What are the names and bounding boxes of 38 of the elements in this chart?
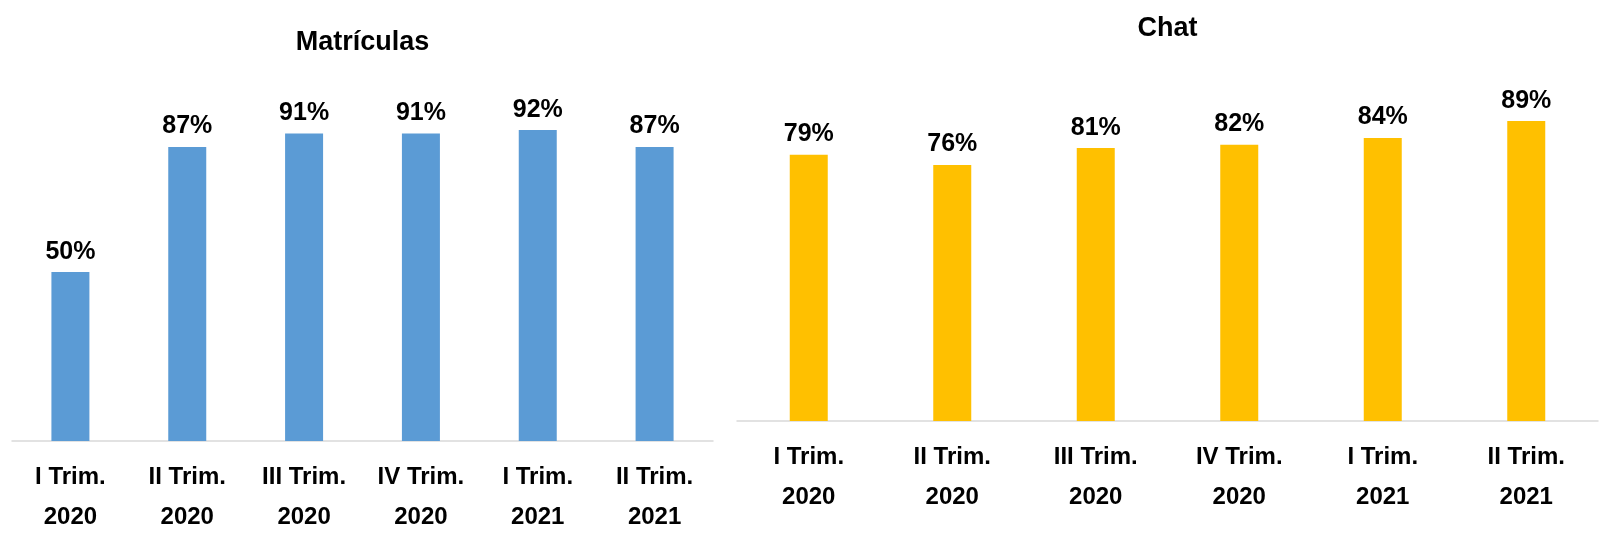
x-tick-label: II Trim. 2021 (1487, 441, 1565, 509)
bar (789, 154, 828, 421)
bar (1507, 121, 1546, 421)
data-label: 50% (45, 235, 96, 264)
data-label: 81% (1070, 111, 1121, 140)
bar (51, 272, 90, 441)
x-tick-label: IV Trim. 2020 (1195, 441, 1283, 509)
bar (1220, 144, 1259, 421)
data-label: 92% (512, 93, 563, 122)
bar (1076, 148, 1115, 421)
chart-title: Matrículas (295, 25, 430, 56)
x-tick-label: II Trim. 2020 (913, 441, 991, 509)
x-tick-label: II Trim. 2021 (615, 461, 694, 529)
chart-title: Chat (1137, 11, 1198, 42)
x-tick-label: I Trim. 2020 (35, 461, 106, 529)
data-label: 91% (279, 96, 330, 125)
data-label: 91% (395, 96, 446, 125)
data-label: 79% (783, 118, 834, 147)
data-label: 87% (629, 110, 680, 139)
bar (518, 130, 557, 441)
bar (635, 146, 674, 441)
x-tick-label: I Trim. 2021 (1347, 441, 1419, 509)
bar (285, 133, 324, 441)
data-label: 76% (927, 128, 978, 157)
data-label: 82% (1214, 108, 1265, 137)
x-tick-label: III Trim. 2020 (262, 461, 347, 529)
data-label: 89% (1501, 84, 1552, 113)
x-tick-label: III Trim. 2020 (1053, 441, 1138, 509)
data-label: 87% (162, 110, 213, 139)
x-tick-label: I Trim. 2020 (773, 441, 845, 509)
x-tick-label: I Trim. 2021 (502, 461, 574, 529)
bar (933, 164, 972, 421)
x-tick-label: II Trim. 2020 (148, 461, 226, 529)
x-tick-label: IV Trim. 2020 (377, 461, 465, 529)
data-label: 84% (1357, 101, 1408, 130)
bar (168, 146, 207, 441)
bar (401, 133, 440, 441)
bar (1363, 137, 1402, 421)
